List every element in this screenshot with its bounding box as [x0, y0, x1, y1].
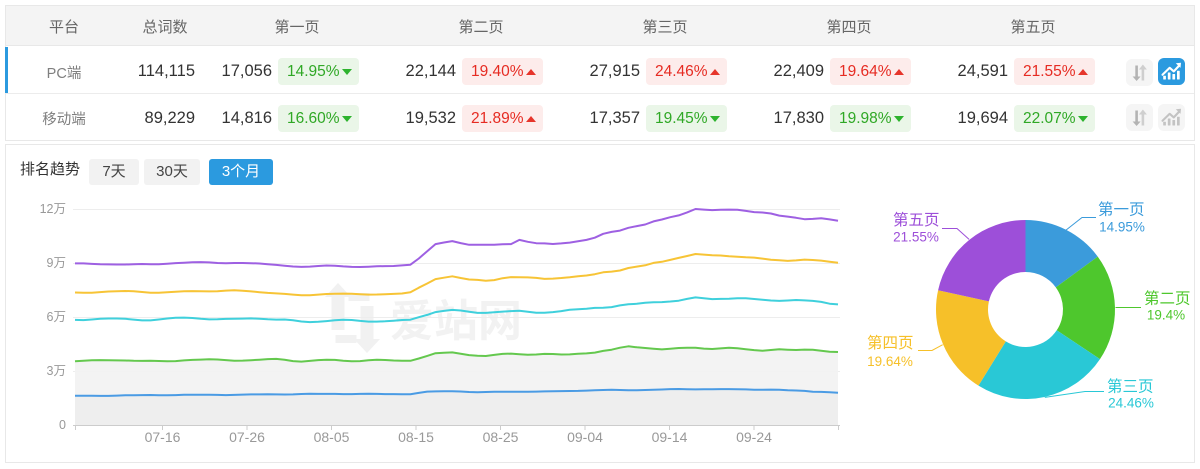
svg-text:07-26: 07-26 [229, 429, 265, 445]
svg-text:第二页: 第二页 [1144, 290, 1191, 308]
svg-text:09-04: 09-04 [567, 429, 603, 445]
svg-text:12万: 12万 [40, 202, 66, 216]
svg-text:08-05: 08-05 [314, 429, 350, 445]
svg-text:08-25: 08-25 [483, 429, 519, 445]
svg-text:第四页: 第四页 [867, 334, 914, 352]
svg-text:19.4%: 19.4% [1147, 308, 1185, 323]
svg-text:07-16: 07-16 [145, 429, 181, 445]
svg-text:24.46%: 24.46% [1108, 396, 1154, 411]
svg-text:第五页: 第五页 [893, 211, 940, 229]
svg-text:第三页: 第三页 [1107, 378, 1154, 396]
svg-text:9万: 9万 [47, 256, 66, 270]
svg-text:0: 0 [59, 418, 66, 432]
svg-text:09-24: 09-24 [736, 429, 772, 445]
svg-text:19.64%: 19.64% [867, 354, 913, 369]
svg-text:09-14: 09-14 [652, 429, 688, 445]
svg-text:21.55%: 21.55% [893, 230, 939, 245]
svg-text:3万: 3万 [47, 364, 66, 378]
svg-text:爱站网: 爱站网 [390, 297, 522, 346]
svg-text:6万: 6万 [47, 310, 66, 324]
svg-text:08-15: 08-15 [398, 429, 434, 445]
svg-text:第一页: 第一页 [1098, 201, 1145, 219]
svg-text:14.95%: 14.95% [1099, 220, 1145, 235]
